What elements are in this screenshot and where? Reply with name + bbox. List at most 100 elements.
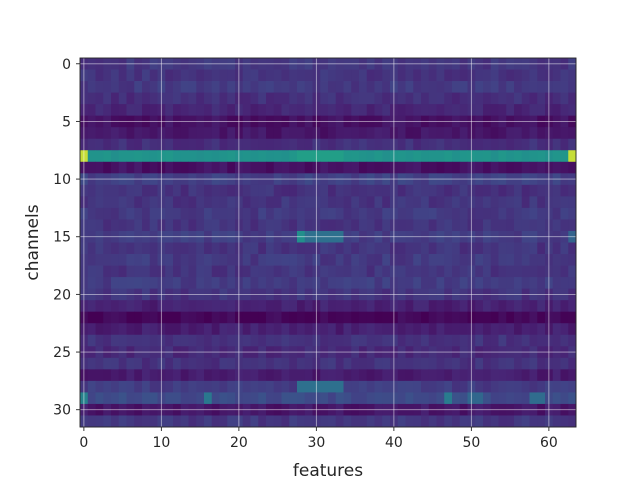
heatmap-cell — [126, 81, 135, 93]
heatmap-cell — [180, 334, 189, 347]
heatmap-cell — [459, 219, 468, 232]
heatmap-cell — [483, 277, 492, 290]
heatmap-cell — [328, 161, 337, 174]
heatmap-cell — [173, 323, 182, 336]
heatmap-cell — [428, 357, 437, 370]
heatmap-cell — [103, 81, 112, 93]
heatmap-cell — [343, 277, 352, 290]
heatmap-cell — [452, 323, 461, 336]
heatmap-cell — [188, 323, 197, 336]
heatmap-cell — [568, 380, 577, 393]
heatmap-cell — [118, 311, 127, 324]
heatmap-cell — [258, 104, 267, 117]
heatmap-cell — [266, 369, 275, 382]
heatmap-cell — [289, 81, 298, 93]
heatmap-cell — [444, 69, 453, 82]
heatmap-cell — [428, 242, 437, 255]
heatmap-cell — [366, 392, 375, 405]
heatmap-cell — [335, 219, 344, 232]
heatmap-cell — [343, 104, 352, 117]
heatmap-cell — [149, 242, 158, 255]
heatmap-cell — [552, 300, 561, 313]
heatmap-cell — [87, 161, 96, 174]
heatmap-cell — [126, 311, 135, 324]
heatmap-cell — [552, 69, 561, 82]
heatmap-cell — [568, 81, 577, 93]
heatmap-cell — [281, 69, 290, 82]
heatmap-cell — [126, 138, 135, 151]
heatmap-cell — [366, 207, 375, 220]
heatmap-cell — [483, 323, 492, 336]
heatmap-cell — [483, 369, 492, 382]
heatmap-cell — [382, 311, 391, 324]
heatmap-cell — [343, 300, 352, 313]
heatmap-cell — [242, 104, 251, 117]
heatmap-cell — [289, 242, 298, 255]
heatmap-cell — [188, 81, 197, 93]
heatmap-cell — [126, 69, 135, 82]
heatmap-cell — [475, 380, 484, 393]
heatmap-cell — [382, 415, 391, 428]
heatmap-cell — [335, 161, 344, 174]
heatmap-cell — [366, 323, 375, 336]
heatmap-cell — [521, 81, 530, 93]
heatmap-cell — [126, 323, 135, 336]
heatmap-cell — [304, 104, 313, 117]
heatmap-cell — [552, 265, 561, 278]
heatmap-cell — [475, 265, 484, 278]
heatmap-cell — [359, 311, 368, 324]
heatmap-cell — [149, 81, 158, 93]
heatmap-cell — [421, 323, 430, 336]
heatmap-cell — [273, 254, 282, 266]
heatmap-cell — [173, 300, 182, 313]
heatmap-cell — [266, 242, 275, 255]
heatmap-cell — [560, 300, 569, 313]
heatmap-cell — [134, 161, 143, 174]
heatmap-cell — [459, 184, 468, 197]
heatmap-cell — [227, 254, 236, 266]
heatmap-cell — [211, 300, 220, 313]
heatmap-cell — [95, 150, 104, 163]
heatmap-cell — [421, 265, 430, 278]
heatmap-cell — [413, 277, 422, 290]
heatmap-cell — [560, 369, 569, 382]
heatmap-cell — [514, 392, 523, 405]
heatmap-cell — [289, 380, 298, 393]
heatmap-cell — [118, 300, 127, 313]
heatmap-cell — [242, 265, 251, 278]
heatmap-cell — [529, 265, 538, 278]
heatmap-cell — [196, 334, 205, 347]
heatmap-cell — [366, 277, 375, 290]
heatmap-cell — [382, 219, 391, 232]
heatmap-cell — [374, 150, 383, 163]
heatmap-cell — [397, 311, 406, 324]
heatmap-cell — [436, 161, 445, 174]
heatmap-cell — [351, 357, 360, 370]
heatmap-cell — [149, 265, 158, 278]
heatmap-cell — [483, 196, 492, 209]
heatmap-cell — [335, 277, 344, 290]
heatmap-cell — [359, 104, 368, 117]
heatmap-cell — [413, 69, 422, 82]
heatmap-cell — [490, 242, 499, 255]
heatmap-cell — [405, 357, 414, 370]
heatmap-cell — [490, 184, 499, 197]
heatmap-cell — [304, 392, 313, 405]
heatmap-cell — [428, 184, 437, 197]
heatmap-cell — [111, 357, 120, 370]
heatmap-cell — [204, 92, 213, 105]
heatmap-cell — [289, 184, 298, 197]
heatmap-cell — [180, 161, 189, 174]
heatmap-cell — [459, 357, 468, 370]
heatmap-cell — [436, 380, 445, 393]
heatmap-cell — [227, 323, 236, 336]
heatmap-cell — [227, 104, 236, 117]
heatmap-cell — [452, 127, 461, 140]
heatmap-cell — [483, 392, 492, 405]
heatmap-cell — [289, 415, 298, 428]
heatmap-cell — [359, 138, 368, 151]
heatmap-cell — [421, 242, 430, 255]
heatmap-cell — [180, 392, 189, 405]
heatmap-cell — [173, 254, 182, 266]
heatmap-cell — [351, 369, 360, 382]
